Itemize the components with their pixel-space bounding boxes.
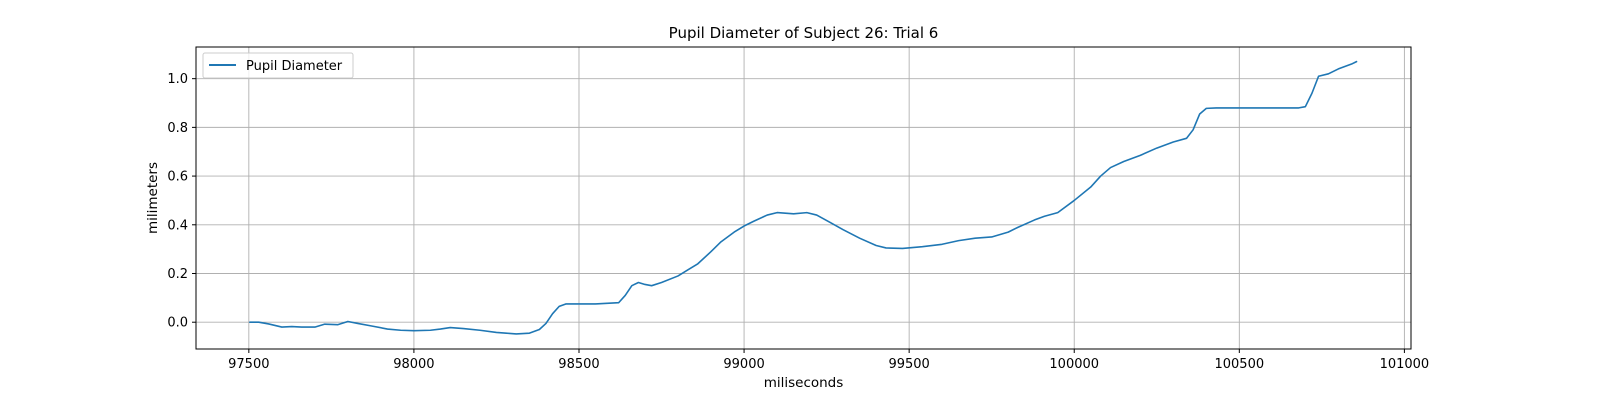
x-tick-label: 100000 — [1049, 357, 1099, 372]
y-tick-label: 0.4 — [167, 218, 188, 233]
series-line-pupil-diameter — [249, 60, 1358, 335]
plot-frame — [195, 46, 1412, 350]
x-tick-label: 101000 — [1380, 357, 1430, 372]
x-axis-label: miliseconds — [764, 375, 844, 391]
y-tick-label: 1.0 — [167, 72, 188, 87]
x-tick-label: 97500 — [228, 357, 269, 372]
y-axis-label: milimeters — [145, 162, 161, 234]
axes-ticks: 97500 98000 98500 99000 99500 100000 100500 101… — [167, 72, 1429, 372]
y-tick-label: 0.0 — [167, 316, 188, 331]
x-tick-label: 100500 — [1214, 357, 1264, 372]
y-tick-label: 0.2 — [167, 267, 188, 282]
legend: Pupil Diameter — [202, 52, 354, 79]
x-tick-label: 99000 — [723, 357, 764, 372]
y-tick-label: 0.6 — [167, 170, 188, 185]
series-layer — [249, 60, 1358, 335]
x-tick-label: 99500 — [888, 357, 929, 372]
x-tick-label: 98500 — [558, 357, 599, 372]
x-tick-label: 98000 — [393, 357, 434, 372]
legend-entry-pupil-diameter: Pupil Diameter — [246, 59, 343, 74]
grid — [196, 47, 1411, 349]
chart-title: Pupil Diameter of Subject 26: Trial 6 — [669, 24, 939, 42]
y-tick-label: 0.8 — [167, 121, 188, 136]
legend-box — [202, 52, 354, 79]
